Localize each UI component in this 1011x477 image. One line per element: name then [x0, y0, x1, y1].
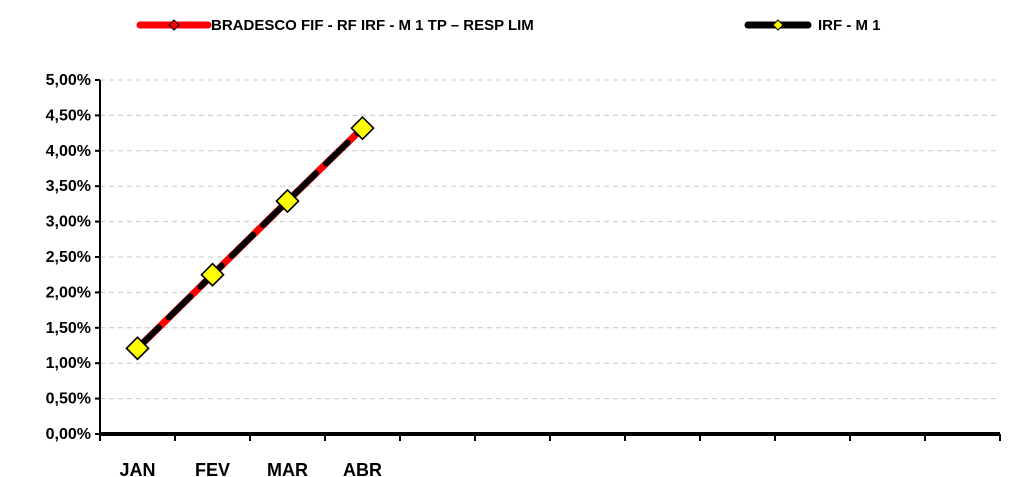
- data-point-series-2: [200, 262, 225, 287]
- y-tick-label: 4,50%: [46, 107, 91, 124]
- x-tick-label: FEV: [195, 460, 230, 477]
- y-tick-label: 4,00%: [46, 143, 91, 160]
- data-point-series-2: [125, 336, 150, 361]
- y-tick-label: 3,00%: [46, 214, 91, 231]
- series-line-2: [134, 125, 366, 352]
- y-tick-label: 5,00%: [46, 72, 91, 89]
- x-axis: JAN FEV MAR ABR: [99, 432, 1001, 477]
- x-tick-label: MAR: [267, 460, 308, 477]
- y-tick-label: 1,50%: [46, 320, 91, 337]
- legend-label: BRADESCO FIF - RF IRF - M 1 TP – RESP LI…: [211, 17, 534, 34]
- y-tick-label: 2,50%: [46, 249, 91, 266]
- x-tick-label: JAN: [119, 460, 155, 477]
- gridlines: [100, 79, 1000, 400]
- y-tick-label: 3,50%: [46, 178, 91, 195]
- y-tick-label: 2,00%: [46, 284, 91, 301]
- series-layer: [125, 116, 375, 361]
- y-tick-label: 1,00%: [46, 355, 91, 372]
- y-tick-label: 0,00%: [46, 426, 91, 443]
- y-tick-label: 0,50%: [46, 391, 91, 408]
- chart-legend: BRADESCO FIF - RF IRF - M 1 TP – RESP LI…: [136, 17, 881, 34]
- y-axis: 0,00% 0,50% 1,00% 1,50% 2,00% 2,50% 3,00% 3,50%…: [46, 72, 101, 443]
- data-point-series-2: [275, 189, 300, 214]
- legend-swatch-marker: [168, 19, 180, 31]
- legend-label: IRF - M 1: [818, 17, 881, 34]
- legend-swatch-marker: [772, 19, 784, 31]
- x-tick-label: ABR: [343, 460, 382, 477]
- data-point-series-2: [350, 116, 375, 141]
